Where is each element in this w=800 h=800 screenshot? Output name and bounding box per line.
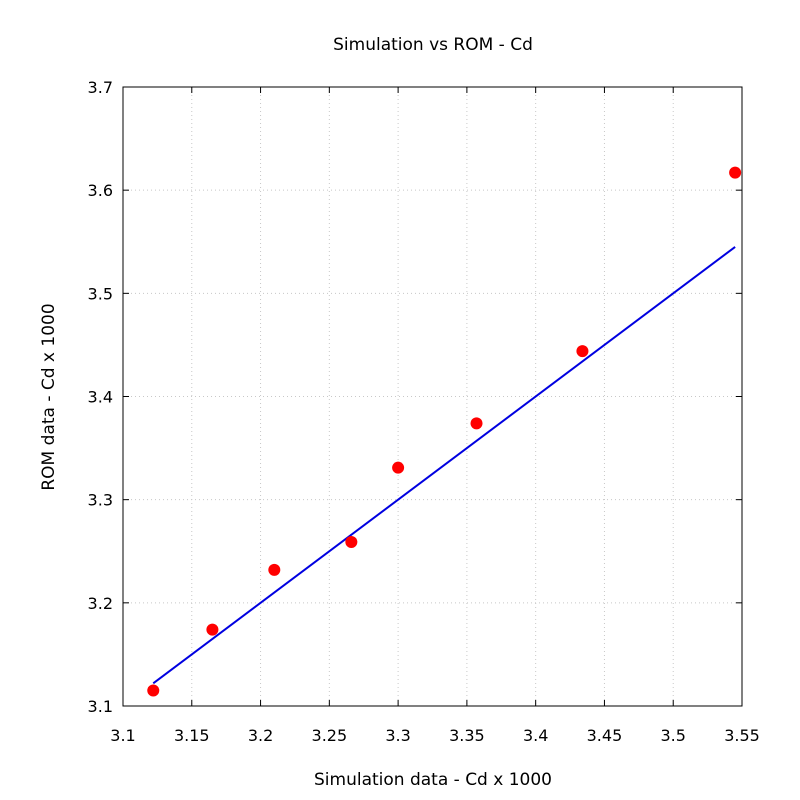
y-tick-label: 3.4 xyxy=(88,388,113,407)
data-point xyxy=(345,535,358,548)
y-tick-label: 3.6 xyxy=(88,181,113,200)
x-tick-label: 3.5 xyxy=(660,726,685,745)
series-layer xyxy=(147,166,742,697)
x-tick-label: 3.25 xyxy=(312,726,348,745)
data-point xyxy=(268,563,281,576)
y-tick-label: 3.3 xyxy=(88,491,113,510)
x-tick-label: 3.55 xyxy=(724,726,760,745)
data-point xyxy=(206,623,219,636)
data-point xyxy=(147,684,160,697)
reference-line xyxy=(152,246,736,685)
ticks: 3.1 3.15 3.2 3.25 3.3 3.35 3.4 3.45 3.5 3.55 3.1 3.… xyxy=(88,78,760,745)
x-tick-label: 3.1 xyxy=(110,726,135,745)
y-axis-label: ROM data - Cd x 1000 xyxy=(39,303,59,490)
data-point xyxy=(470,417,483,430)
y-tick-label: 3.1 xyxy=(88,697,113,716)
chart-title: Simulation vs ROM - Cd xyxy=(333,35,533,55)
x-tick-label: 3.15 xyxy=(174,726,210,745)
x-tick-label: 3.45 xyxy=(587,726,623,745)
y-tick-label: 3.5 xyxy=(88,284,113,303)
x-tick-label: 3.3 xyxy=(385,726,410,745)
data-point xyxy=(729,166,742,179)
x-tick-label: 3.35 xyxy=(449,726,485,745)
data-point xyxy=(392,461,405,474)
x-tick-label: 3.4 xyxy=(523,726,548,745)
y-tick-label: 3.2 xyxy=(88,594,113,613)
data-point xyxy=(576,345,589,358)
y-tick-label: 3.7 xyxy=(88,78,113,97)
x-tick-label: 3.2 xyxy=(248,726,273,745)
x-axis-label: Simulation data - Cd x 1000 xyxy=(314,770,552,790)
